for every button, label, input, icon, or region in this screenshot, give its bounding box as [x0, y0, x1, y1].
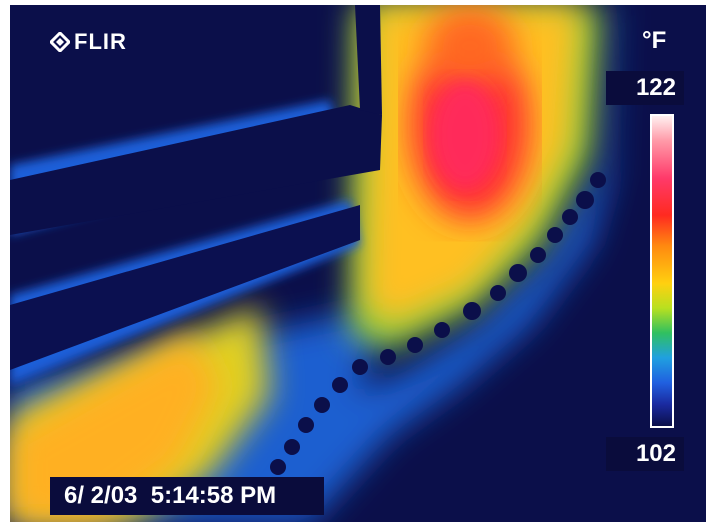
- thermal-image: [10, 5, 706, 522]
- timestamp-time: 5:14:58 PM: [150, 482, 277, 509]
- temp-max-label: 122: [635, 74, 676, 101]
- temp-min-label: 102: [635, 440, 676, 467]
- thermal-image-frame: FLIR °F 122 102 6/ 2/03 5:14:58 PM: [10, 5, 706, 522]
- logo-text: FLIR: [74, 29, 127, 54]
- temperature-colorbar: [650, 114, 674, 428]
- timestamp-bar: 6/ 2/03 5:14:58 PM: [50, 477, 324, 515]
- flir-diamond-icon: [50, 32, 70, 52]
- temp-max-box: 122: [606, 71, 684, 105]
- temp-min-box: 102: [606, 437, 684, 471]
- timestamp-text: 6/ 2/03 5:14:58 PM: [64, 482, 276, 510]
- flir-logo: FLIR: [50, 29, 127, 55]
- temperature-unit: °F: [642, 27, 667, 54]
- timestamp-date: 6/ 2/03: [64, 482, 138, 509]
